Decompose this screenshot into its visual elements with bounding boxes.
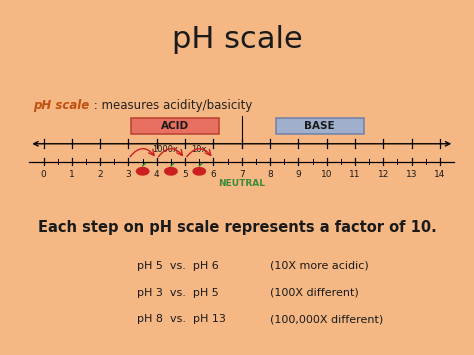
Text: pH 8  vs.  pH 13: pH 8 vs. pH 13	[137, 314, 226, 324]
Text: 4: 4	[154, 169, 160, 179]
Text: 10x: 10x	[191, 144, 207, 154]
Text: 11: 11	[349, 169, 361, 179]
Polygon shape	[165, 168, 177, 175]
Text: 3: 3	[126, 169, 131, 179]
FancyBboxPatch shape	[276, 118, 364, 134]
Text: 7: 7	[239, 169, 245, 179]
Text: (100X different): (100X different)	[270, 288, 359, 297]
Text: 8: 8	[267, 169, 273, 179]
Text: ACID: ACID	[161, 121, 189, 131]
Text: 0: 0	[41, 169, 46, 179]
Text: pH scale: pH scale	[172, 25, 302, 54]
Text: pH 5  vs.  pH 6: pH 5 vs. pH 6	[137, 261, 219, 271]
Text: 14: 14	[434, 169, 446, 179]
Text: NEUTRAL: NEUTRAL	[218, 179, 265, 188]
Text: 6: 6	[210, 169, 216, 179]
Text: 12: 12	[378, 169, 389, 179]
Text: : measures acidity/basicity: : measures acidity/basicity	[90, 99, 253, 113]
Text: 9: 9	[295, 169, 301, 179]
Text: 10: 10	[321, 169, 332, 179]
FancyBboxPatch shape	[131, 118, 219, 134]
Text: pH 3  vs.  pH 5: pH 3 vs. pH 5	[137, 288, 219, 297]
Text: (10X more acidic): (10X more acidic)	[270, 261, 369, 271]
Text: (100,000X different): (100,000X different)	[270, 314, 383, 324]
Polygon shape	[137, 168, 149, 175]
Text: 2: 2	[97, 169, 103, 179]
Text: Each step on pH scale represents a factor of 10.: Each step on pH scale represents a facto…	[38, 220, 437, 235]
Text: 5: 5	[182, 169, 188, 179]
Text: 1: 1	[69, 169, 75, 179]
Text: 13: 13	[406, 169, 418, 179]
Text: pH scale: pH scale	[33, 99, 90, 113]
Text: 1000x: 1000x	[152, 144, 178, 154]
Text: BASE: BASE	[304, 121, 335, 131]
Polygon shape	[193, 168, 206, 175]
